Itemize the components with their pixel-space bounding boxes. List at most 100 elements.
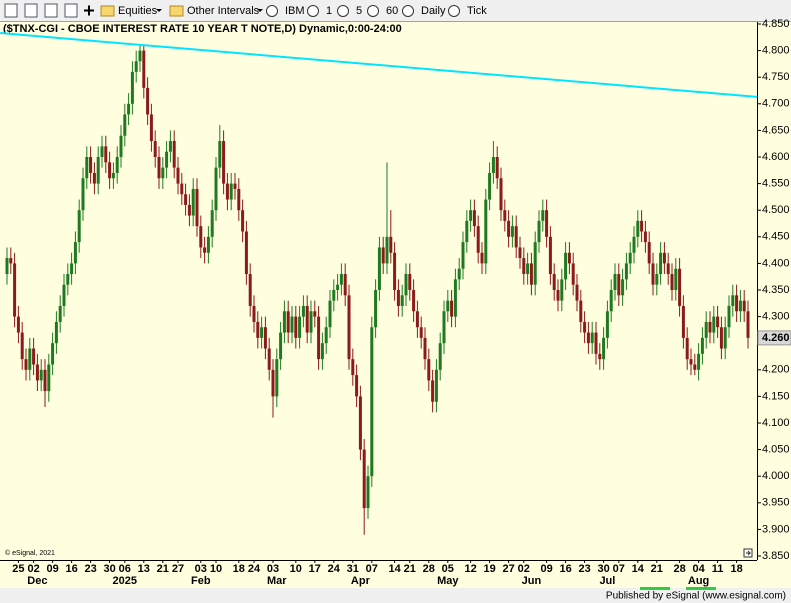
candle-body [609, 290, 613, 312]
candle-body [731, 295, 735, 306]
candle-body [499, 178, 503, 211]
candle-body [556, 290, 560, 301]
candle-body [453, 279, 457, 317]
toolbar-item[interactable]: 1 [326, 5, 332, 17]
month-label: Jun [522, 575, 542, 587]
icon[interactable] [24, 3, 38, 18]
dropdown-arrow[interactable] [257, 9, 263, 12]
candle-body [92, 172, 96, 184]
toolbar-item[interactable]: Other Intervals [187, 5, 260, 17]
dropdown-arrow[interactable] [156, 9, 162, 12]
candle-body [108, 162, 112, 179]
candle-body [564, 252, 568, 280]
candle-body [138, 50, 142, 62]
folder-icon[interactable] [169, 5, 184, 17]
candle-body [548, 236, 552, 275]
month-label: Dec [27, 575, 47, 587]
candle-body [457, 268, 461, 280]
last-price-label: 4.260 [762, 332, 790, 344]
toolbar-item[interactable]: Daily [421, 5, 446, 17]
candle-body [503, 210, 507, 221]
candle-body [666, 263, 670, 275]
candle-body [73, 242, 77, 264]
plot-area [0, 22, 757, 560]
trendline [0, 32, 758, 98]
toolbar-item[interactable]: Equities [118, 5, 158, 17]
candle-body [495, 157, 499, 179]
x-tick-label: 31 [347, 563, 359, 575]
candle-body [552, 274, 556, 290]
y-tick-label: 4.850 [762, 18, 790, 30]
candle-body [70, 263, 74, 275]
candle-body [275, 359, 279, 397]
x-tick-label: 30 [103, 563, 115, 575]
candle-body [210, 210, 214, 237]
candle-body [681, 305, 685, 338]
candle-body [127, 103, 131, 115]
candle-body [461, 242, 465, 269]
interval-icon[interactable] [367, 5, 379, 17]
candle-body [130, 71, 134, 104]
add-icon[interactable] [84, 5, 94, 16]
x-tick-label: 16 [559, 563, 571, 575]
toolbar [0, 0, 791, 22]
candle-body [252, 305, 256, 322]
candle-body [602, 337, 606, 360]
interval-icon[interactable] [266, 5, 278, 17]
toolbar-item[interactable]: IBM [285, 5, 305, 17]
y-tick-label: 3.850 [762, 550, 790, 562]
candle-body [545, 210, 549, 237]
y-tick-label: 4.650 [762, 124, 790, 136]
candle-body [491, 157, 495, 173]
interval-icon[interactable] [337, 5, 349, 17]
candle-body [712, 316, 716, 333]
candle-body [362, 449, 366, 509]
icon[interactable] [44, 3, 58, 18]
candle-body [206, 236, 210, 253]
interval-icon[interactable] [307, 5, 319, 17]
interval-icon[interactable] [402, 5, 414, 17]
candle-body [605, 311, 609, 338]
price-axis [757, 22, 791, 560]
candle-body [723, 327, 727, 349]
candle-body [89, 157, 93, 173]
month-label: 2025 [113, 575, 137, 587]
candle-body [586, 332, 590, 344]
candle-body [704, 321, 708, 338]
candle-body [370, 327, 374, 477]
candle-body [142, 50, 146, 88]
candle-body [655, 274, 659, 285]
candle-body [203, 247, 207, 253]
candle-body [298, 316, 302, 338]
x-tick-label: 10 [210, 563, 222, 575]
x-tick-label: 14 [632, 563, 645, 575]
candle-body [62, 284, 66, 306]
candle-body [431, 380, 435, 402]
candle-body [404, 274, 408, 296]
candle-body [187, 204, 191, 216]
candle-body [115, 157, 119, 173]
y-tick-label: 4.700 [762, 98, 790, 110]
toolbar-item[interactable]: Tick [467, 5, 487, 17]
toolbar-item[interactable]: 5 [356, 5, 362, 17]
candle-body [617, 274, 621, 296]
candle-body [423, 337, 427, 360]
status-bar [0, 588, 791, 603]
x-tick-label: 18 [730, 563, 742, 575]
y-tick-label: 4.400 [762, 257, 790, 269]
scroll-button[interactable] [743, 548, 753, 558]
toolbar-item[interactable]: 60 [386, 5, 398, 17]
candle-body [244, 231, 248, 275]
folder-icon[interactable] [100, 5, 115, 17]
candle-body [195, 188, 199, 227]
y-tick-label: 4.000 [762, 470, 790, 482]
candle-body [47, 364, 51, 392]
candle-body [305, 305, 309, 333]
interval-icon[interactable] [448, 5, 460, 17]
icon[interactable] [64, 3, 78, 18]
scroll-indicator [640, 587, 670, 590]
icon[interactable] [4, 3, 18, 18]
candle-body [43, 369, 47, 392]
candle-body [13, 263, 17, 317]
